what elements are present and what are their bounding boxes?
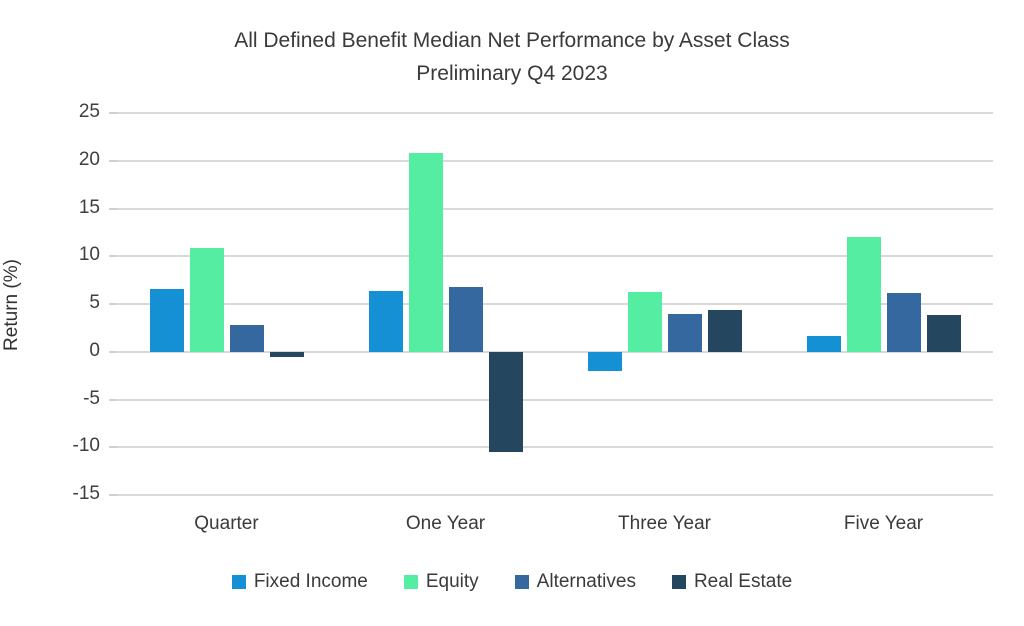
gridline [117, 494, 993, 496]
legend-item-alternatives: Alternatives [514, 571, 636, 593]
gridline [117, 207, 993, 210]
y-axis-title: Return (%) [1, 259, 22, 351]
bar-fixed-income-one-year [368, 290, 403, 352]
y-tick-mark [109, 398, 117, 401]
legend-item-real-estate: Real Estate [671, 571, 793, 593]
y-tick-label: 5 [89, 292, 100, 313]
legend-item-equity: Equity [403, 571, 479, 593]
chart-title-line1: All Defined Benefit Median Net Performan… [234, 29, 790, 52]
gridline [117, 255, 993, 258]
chart-title-line2: Preliminary Q4 2023 [416, 62, 608, 85]
bar-fixed-income-three-year [587, 351, 622, 371]
gridline [117, 350, 993, 353]
y-tick-mark [109, 350, 117, 353]
y-tick-mark [109, 303, 117, 305]
y-tick-label: 20 [78, 148, 100, 170]
legend-swatch-icon [403, 575, 418, 589]
bar-alternatives-three-year [667, 313, 702, 352]
y-tick-mark [109, 207, 117, 210]
bar-real-estate-quarter [269, 351, 304, 358]
y-tick-mark [109, 159, 117, 162]
bar-alternatives-five-year [886, 293, 921, 352]
legend-item-fixed-income: Fixed Income [231, 571, 368, 593]
bar-equity-one-year [408, 153, 443, 352]
gridline [117, 112, 993, 114]
y-tick-mark [109, 494, 117, 496]
bar-alternatives-one-year [448, 286, 483, 352]
y-tick-mark [109, 255, 117, 258]
y-tick-label: 25 [78, 101, 100, 122]
x-category-label: Quarter [194, 513, 259, 534]
bar-real-estate-five-year [926, 315, 961, 352]
legend-label: Real Estate [693, 571, 793, 592]
bar-real-estate-one-year [488, 351, 523, 453]
plot-area [109, 112, 993, 496]
gridline [117, 398, 993, 401]
bar-fixed-income-quarter [149, 288, 184, 352]
x-category-label: Three Year [618, 513, 711, 534]
legend-swatch-icon [514, 575, 529, 589]
y-tick-label: 10 [78, 244, 100, 266]
legend-label: Fixed Income [253, 571, 368, 592]
bar-alternatives-quarter [229, 325, 264, 352]
bar-fixed-income-five-year [806, 335, 841, 352]
chart-title: All Defined Benefit Median Net Performan… [0, 24, 1024, 90]
legend-label: Alternatives [536, 571, 636, 592]
y-tick-label: -15 [72, 483, 100, 504]
gridline [117, 159, 993, 162]
bar-equity-three-year [627, 291, 662, 352]
legend: Fixed Income Equity Alternatives Real Estat… [0, 571, 1024, 593]
gridline [117, 303, 993, 305]
x-category-label: One Year [405, 513, 486, 534]
bar-equity-five-year [846, 237, 881, 352]
y-tick-label: 0 [89, 339, 100, 361]
y-tick-mark [109, 446, 117, 449]
legend-label: Equity [425, 571, 479, 592]
gridline [117, 446, 993, 449]
y-tick-label: 15 [78, 196, 100, 218]
bar-real-estate-three-year [707, 309, 742, 352]
y-tick-mark [109, 112, 117, 114]
bar-equity-quarter [189, 247, 224, 352]
legend-swatch-icon [671, 575, 686, 589]
y-tick-label: -5 [83, 387, 100, 409]
y-tick-label: -10 [72, 435, 100, 457]
x-category-label: Five Year [843, 513, 924, 534]
legend-swatch-icon [231, 575, 246, 589]
